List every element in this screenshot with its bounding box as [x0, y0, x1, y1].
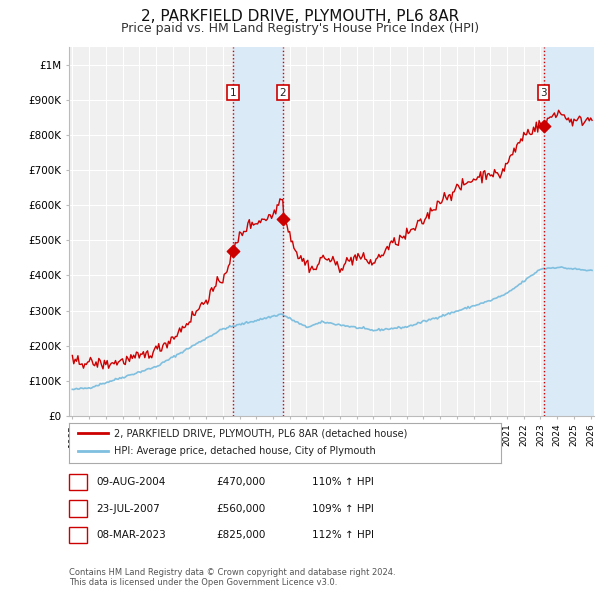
Text: 110% ↑ HPI: 110% ↑ HPI — [312, 477, 374, 487]
Text: 09-AUG-2004: 09-AUG-2004 — [96, 477, 166, 487]
Text: £560,000: £560,000 — [216, 504, 265, 513]
Text: HPI: Average price, detached house, City of Plymouth: HPI: Average price, detached house, City… — [115, 446, 376, 456]
Text: 08-MAR-2023: 08-MAR-2023 — [96, 530, 166, 540]
Text: 3: 3 — [540, 88, 547, 98]
Text: £825,000: £825,000 — [216, 530, 265, 540]
Bar — [233, 47, 283, 416]
Text: £470,000: £470,000 — [216, 477, 265, 487]
Bar — [544, 47, 594, 416]
Text: 2: 2 — [280, 88, 286, 98]
Point — [228, 246, 238, 255]
Text: 2, PARKFIELD DRIVE, PLYMOUTH, PL6 8AR (detached house): 2, PARKFIELD DRIVE, PLYMOUTH, PL6 8AR (d… — [115, 428, 408, 438]
Text: 3: 3 — [74, 530, 82, 540]
Text: 2, PARKFIELD DRIVE, PLYMOUTH, PL6 8AR: 2, PARKFIELD DRIVE, PLYMOUTH, PL6 8AR — [141, 9, 459, 24]
Text: Price paid vs. HM Land Registry's House Price Index (HPI): Price paid vs. HM Land Registry's House … — [121, 22, 479, 35]
Text: 1: 1 — [74, 477, 82, 487]
Text: 23-JUL-2007: 23-JUL-2007 — [96, 504, 160, 513]
Text: Contains HM Land Registry data © Crown copyright and database right 2024.
This d: Contains HM Land Registry data © Crown c… — [69, 568, 395, 587]
Text: 1: 1 — [230, 88, 236, 98]
Point — [539, 122, 548, 131]
Text: 109% ↑ HPI: 109% ↑ HPI — [312, 504, 374, 513]
Text: 2: 2 — [74, 504, 82, 513]
Text: 112% ↑ HPI: 112% ↑ HPI — [312, 530, 374, 540]
Point — [278, 215, 288, 224]
